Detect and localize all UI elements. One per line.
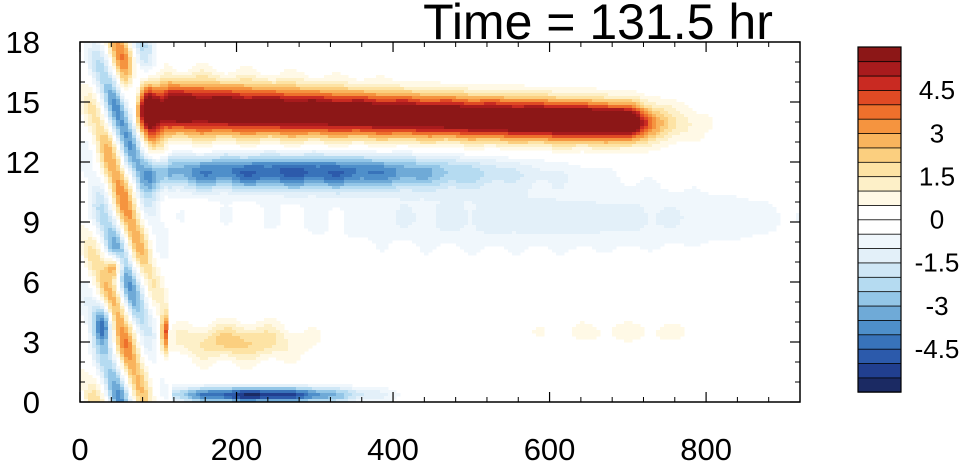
y-tick-label: 3 bbox=[23, 325, 40, 360]
x-tick-label: 800 bbox=[680, 432, 732, 467]
x-tick-label: 200 bbox=[211, 432, 263, 467]
y-tick-label: 6 bbox=[23, 265, 40, 300]
colorbar-swatch bbox=[857, 305, 902, 321]
y-tick-label: 0 bbox=[23, 385, 40, 420]
colorbar-swatch bbox=[857, 219, 902, 235]
colorbar-swatch bbox=[857, 190, 902, 206]
colorbar-swatch bbox=[857, 276, 902, 293]
y-tick-label: 9 bbox=[23, 205, 40, 240]
colorbar-label: 0 bbox=[930, 205, 944, 235]
colorbar-swatch bbox=[857, 233, 902, 249]
x-tick-label: 0 bbox=[71, 432, 88, 467]
x-tick-label: 400 bbox=[367, 432, 419, 467]
colorbar-swatch bbox=[857, 362, 902, 379]
colorbar-swatch bbox=[857, 60, 902, 77]
colorbar-swatch bbox=[857, 118, 902, 134]
y-tick-label: 12 bbox=[6, 145, 40, 180]
colorbar-label: 1.5 bbox=[919, 161, 955, 191]
colorbar-swatch bbox=[857, 334, 902, 350]
colorbar-swatch bbox=[857, 104, 902, 120]
y-tick-label: 15 bbox=[6, 85, 40, 120]
colorbar-swatch bbox=[857, 75, 902, 91]
colorbar-swatch bbox=[857, 319, 902, 336]
colorbar-swatch bbox=[857, 132, 902, 149]
colorbar-swatch bbox=[857, 262, 902, 278]
colorbar-swatch bbox=[857, 89, 902, 106]
colorbar-swatch bbox=[857, 290, 902, 307]
colorbar-swatch bbox=[857, 348, 902, 364]
colorbar-label: -3 bbox=[925, 291, 948, 321]
y-tick-label: 18 bbox=[6, 25, 40, 60]
colorbar-swatch bbox=[857, 175, 902, 192]
colorbar-swatch bbox=[857, 247, 902, 264]
colorbar-swatch bbox=[857, 147, 902, 163]
x-tick-label: 600 bbox=[524, 432, 576, 467]
contour-field bbox=[80, 42, 800, 402]
colorbar-swatch bbox=[857, 204, 902, 221]
colorbar-swatch bbox=[857, 46, 902, 63]
colorbar-frame bbox=[857, 46, 902, 393]
colorbar-swatch bbox=[857, 377, 902, 393]
axis-ticks: 0 200 400 600 800 0 3 6 9 12 15 18 bbox=[6, 25, 800, 467]
colorbar: 4.5 3 1.5 0 -1.5 -3 -4.5 bbox=[857, 46, 960, 393]
colorbar-label: -1.5 bbox=[915, 248, 960, 278]
colorbar-label: -4.5 bbox=[915, 334, 960, 364]
colorbar-label: 4.5 bbox=[919, 75, 955, 105]
colorbar-swatch bbox=[857, 161, 902, 178]
chart-title: Time = 131.5 hr bbox=[423, 0, 773, 50]
colorbar-label: 3 bbox=[930, 118, 944, 148]
